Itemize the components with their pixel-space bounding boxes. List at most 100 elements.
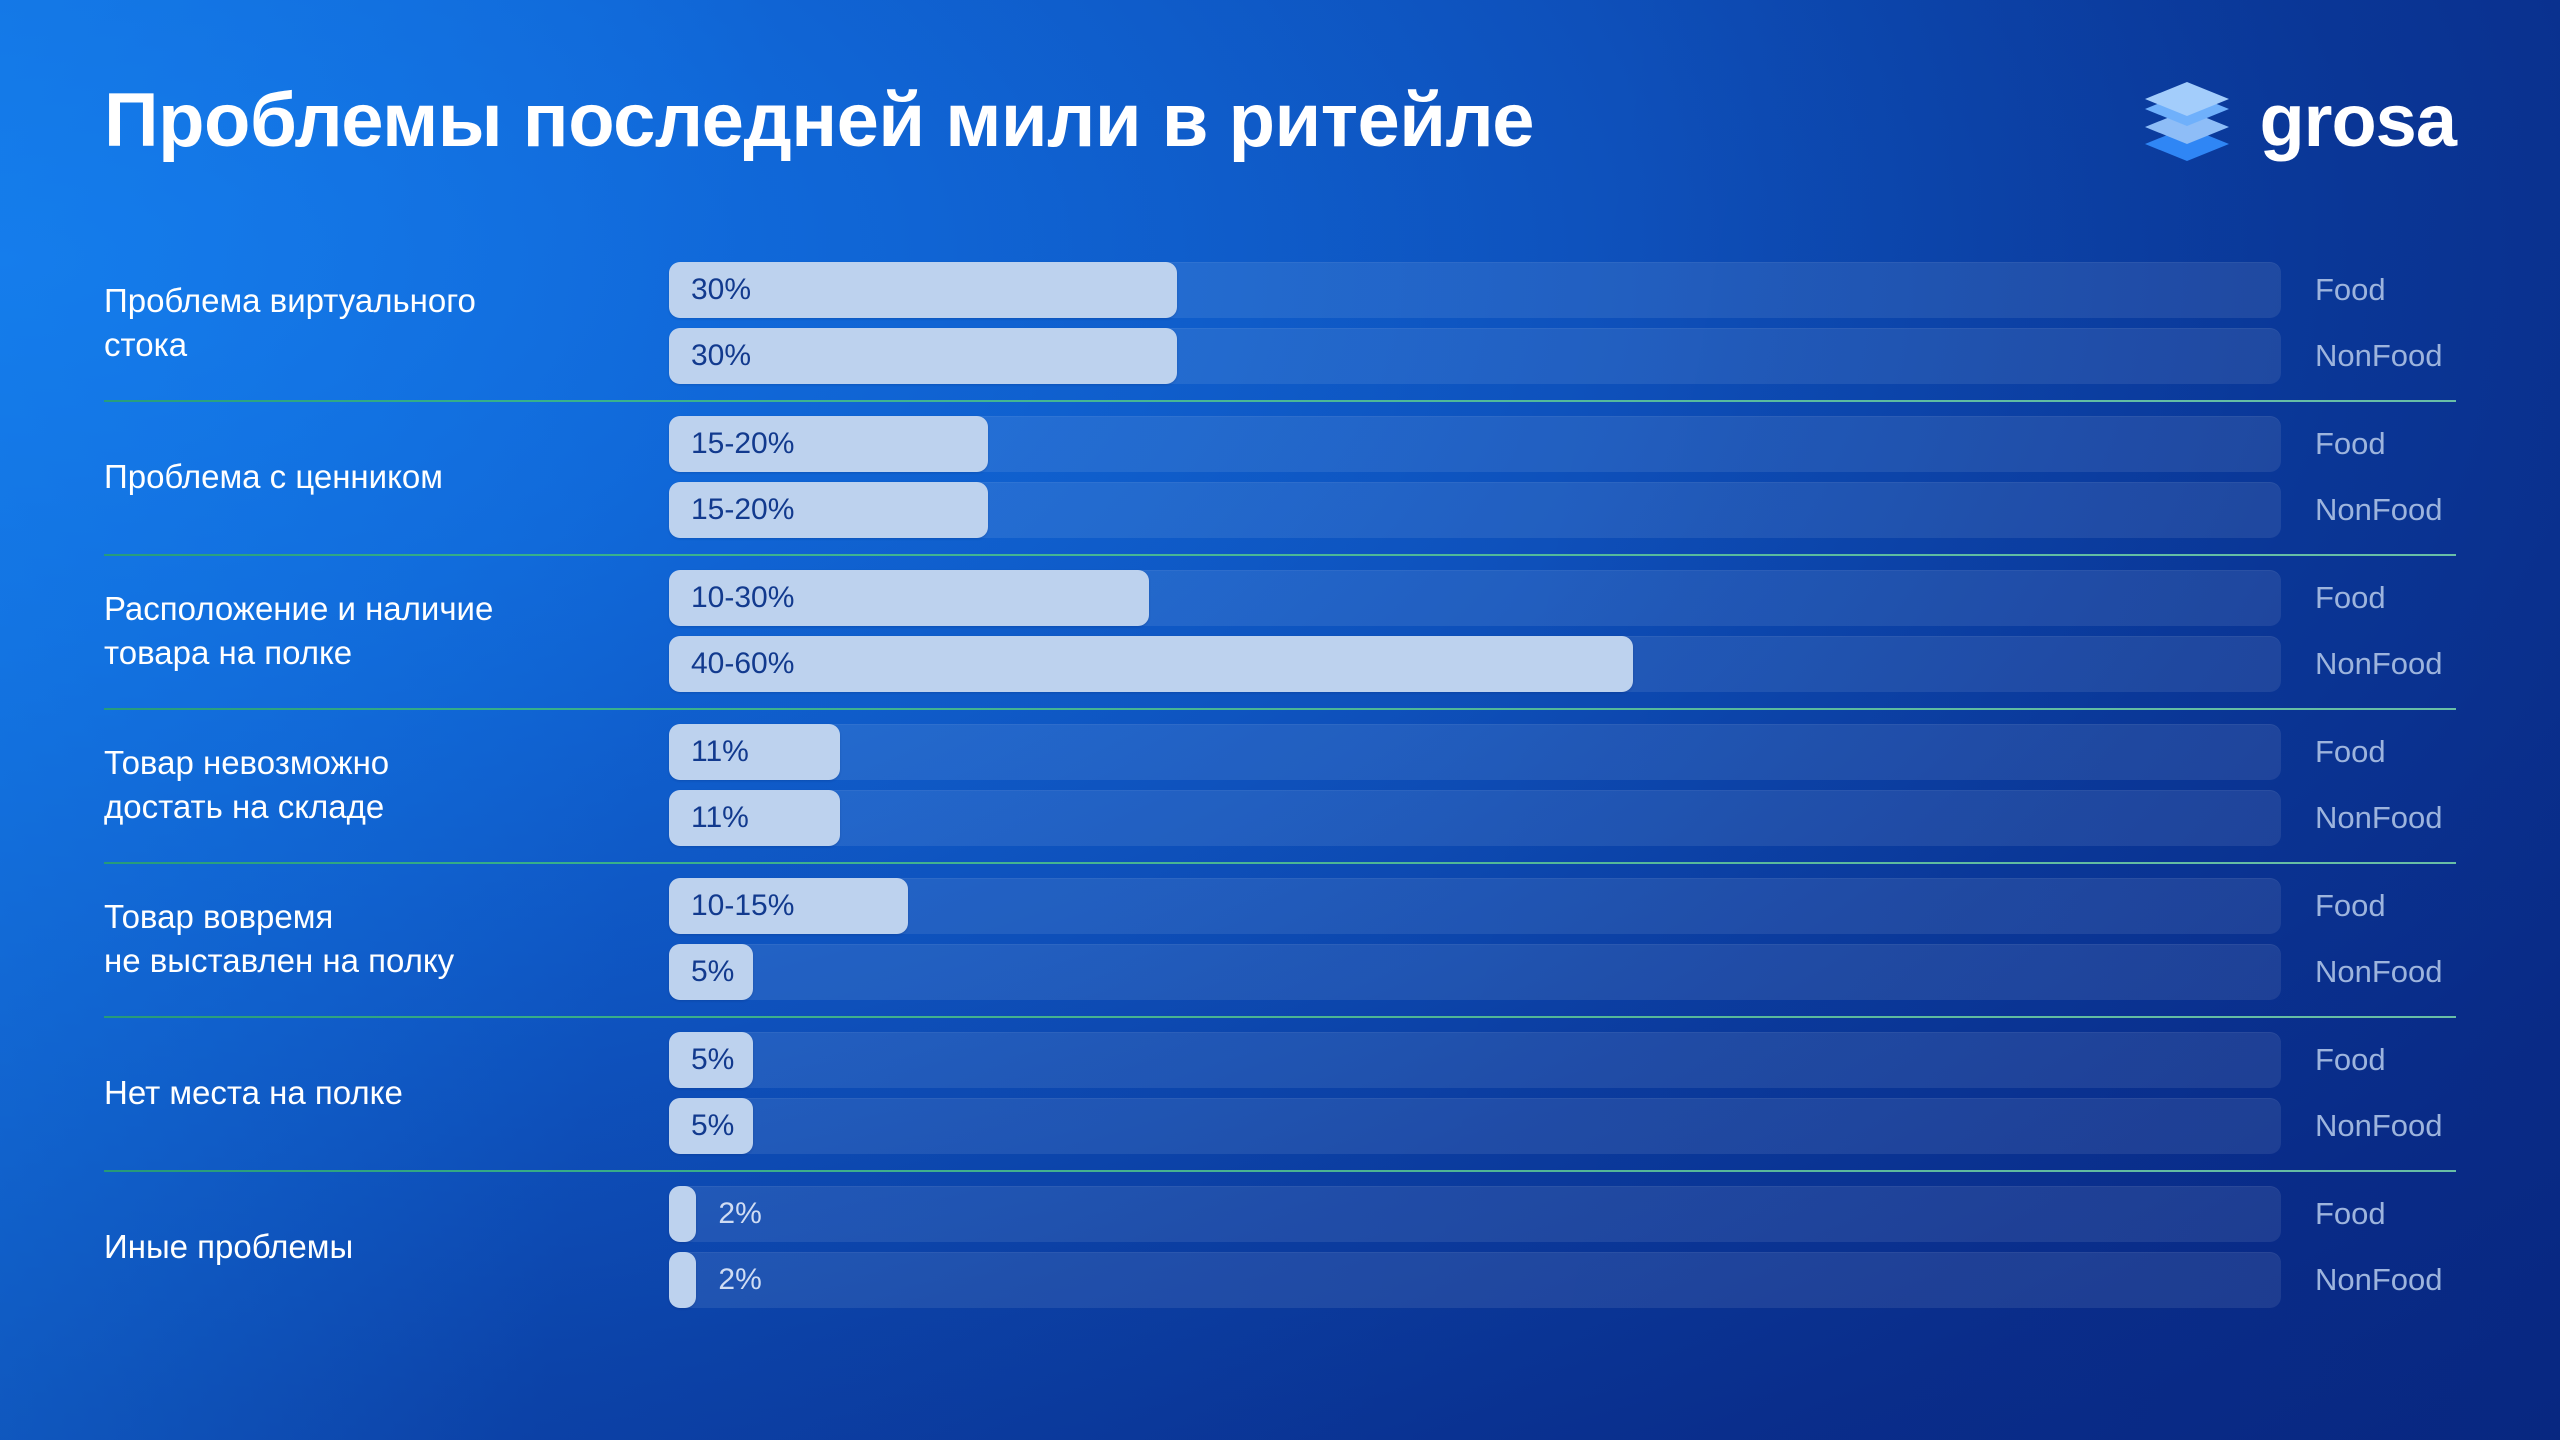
bar-value-label: 5% bbox=[691, 1109, 735, 1142]
bar-pair: 15-20% Food 15-20% NonFood bbox=[669, 416, 2456, 538]
bar-track: 5% bbox=[669, 1098, 2281, 1154]
group-divider bbox=[104, 708, 2456, 710]
bar-fill: 30% bbox=[669, 328, 1177, 384]
category-group: Проблема виртуального стока 30% Food 30% NonF… bbox=[104, 248, 2456, 400]
bar-value-label: 2% bbox=[718, 1197, 762, 1230]
category-group: Нет места на полке 5% Food 5% NonFood bbox=[104, 1016, 2456, 1170]
bar-value-label: 11% bbox=[691, 735, 749, 768]
bar-track: 10-15% bbox=[669, 878, 2281, 934]
bar-row-food: 30% Food bbox=[669, 262, 2456, 318]
category-label: Проблема с ценником bbox=[104, 458, 443, 496]
series-label-nonfood: NonFood bbox=[2315, 338, 2443, 373]
bar-fill: 11% bbox=[669, 790, 840, 846]
bar-row-food: 10-30% Food bbox=[669, 570, 2456, 626]
bar-track: 5% bbox=[669, 1032, 2281, 1088]
brand-logo: grosa bbox=[2141, 78, 2457, 164]
page-title: Проблемы последней мили в ритейле bbox=[104, 78, 1535, 164]
bar-row-nonfood: 5% NonFood bbox=[669, 944, 2456, 1000]
bar-value-label: 11% bbox=[691, 801, 749, 834]
bar-value-label: 10-15% bbox=[691, 889, 795, 922]
category-label: Проблема виртуального стока bbox=[104, 282, 476, 363]
category-group: Иные проблемы 2% Food 2% NonFood bbox=[104, 1170, 2456, 1324]
bar-pair: 5% Food 5% NonFood bbox=[669, 1032, 2456, 1154]
bar-fill: 11% bbox=[669, 724, 840, 780]
bar-row-nonfood: 15-20% NonFood bbox=[669, 482, 2456, 538]
poster-header: Проблемы последней мили в ритейле grosa bbox=[104, 56, 2457, 186]
bar-value-label: 30% bbox=[691, 339, 752, 372]
bar-row-nonfood: 11% NonFood bbox=[669, 790, 2456, 846]
series-label-food: Food bbox=[2315, 888, 2386, 923]
bar-fill: 10-30% bbox=[669, 570, 1150, 626]
bar-value-label: 15-20% bbox=[691, 493, 795, 526]
bar-track: 30% bbox=[669, 262, 2281, 318]
bar-chart: Проблема виртуального стока 30% Food 30% NonF… bbox=[104, 248, 2456, 1324]
bar-row-food: 10-15% Food bbox=[669, 878, 2456, 934]
series-label-nonfood: NonFood bbox=[2315, 1108, 2443, 1143]
bar-fill: 5% bbox=[669, 1098, 753, 1154]
series-label-nonfood: NonFood bbox=[2315, 1262, 2443, 1297]
bar-value-label: 10-30% bbox=[691, 581, 795, 614]
brand-name: grosa bbox=[2259, 79, 2457, 162]
bar-value-label: 2% bbox=[718, 1263, 762, 1296]
series-label-food: Food bbox=[2315, 734, 2386, 769]
category-label: Товар вовремя не выставлен на полку bbox=[104, 898, 455, 979]
bar-track: 5% bbox=[669, 944, 2281, 1000]
bar-fill: 15-20% bbox=[669, 416, 989, 472]
bar-row-food: 2% Food bbox=[669, 1186, 2456, 1242]
bar-value-label: 5% bbox=[691, 955, 735, 988]
series-label-food: Food bbox=[2315, 272, 2386, 307]
category-group: Товар вовремя не выставлен на полку 10-15%… bbox=[104, 862, 2456, 1016]
bar-track: 10-30% bbox=[669, 570, 2281, 626]
category-label: Товар невозможно достать на складе bbox=[104, 744, 390, 825]
series-label-food: Food bbox=[2315, 1196, 2386, 1231]
series-label-food: Food bbox=[2315, 426, 2386, 461]
bar-fill: 40-60% bbox=[669, 636, 1633, 692]
bar-value-label: 15-20% bbox=[691, 427, 795, 460]
group-divider bbox=[104, 1016, 2456, 1018]
bar-row-food: 11% Food bbox=[669, 724, 2456, 780]
series-label-nonfood: NonFood bbox=[2315, 646, 2443, 681]
series-label-food: Food bbox=[2315, 580, 2386, 615]
bar-row-nonfood: 30% NonFood bbox=[669, 328, 2456, 384]
bar-fill: 30% bbox=[669, 262, 1177, 318]
bar-track: 15-20% bbox=[669, 416, 2281, 472]
bar-fill: 10-15% bbox=[669, 878, 908, 934]
series-label-nonfood: NonFood bbox=[2315, 492, 2443, 527]
group-divider bbox=[104, 1170, 2456, 1172]
bar-track: 2% bbox=[669, 1186, 2281, 1242]
bar-row-nonfood: 2% NonFood bbox=[669, 1252, 2456, 1308]
bar-track: 30% bbox=[669, 328, 2281, 384]
bar-pair: 10-30% Food 40-60% NonFood bbox=[669, 570, 2456, 692]
group-divider bbox=[104, 400, 2456, 402]
bar-track: 11% bbox=[669, 724, 2281, 780]
bar-row-food: 15-20% Food bbox=[669, 416, 2456, 472]
category-label: Иные проблемы bbox=[104, 1228, 354, 1266]
bar-row-nonfood: 40-60% NonFood bbox=[669, 636, 2456, 692]
bar-fill bbox=[669, 1186, 697, 1242]
series-label-nonfood: NonFood bbox=[2315, 954, 2443, 989]
bar-pair: 2% Food 2% NonFood bbox=[669, 1186, 2456, 1308]
bar-value-label: 30% bbox=[691, 273, 752, 306]
bar-fill bbox=[669, 1252, 697, 1308]
bar-track: 11% bbox=[669, 790, 2281, 846]
bar-row-food: 5% Food bbox=[669, 1032, 2456, 1088]
category-label: Нет места на полке bbox=[104, 1074, 403, 1112]
bar-track: 40-60% bbox=[669, 636, 2281, 692]
bar-value-label: 40-60% bbox=[691, 647, 795, 680]
bar-fill: 15-20% bbox=[669, 482, 989, 538]
bar-row-nonfood: 5% NonFood bbox=[669, 1098, 2456, 1154]
category-group: Расположение и наличие товара на полке 10-… bbox=[104, 554, 2456, 708]
group-divider bbox=[104, 862, 2456, 864]
series-label-nonfood: NonFood bbox=[2315, 800, 2443, 835]
bar-pair: 11% Food 11% NonFood bbox=[669, 724, 2456, 846]
bar-pair: 30% Food 30% NonFood bbox=[669, 262, 2456, 384]
category-label: Расположение и наличие товара на полке bbox=[104, 590, 494, 671]
group-divider bbox=[104, 554, 2456, 556]
bar-pair: 10-15% Food 5% NonFood bbox=[669, 878, 2456, 1000]
series-label-food: Food bbox=[2315, 1042, 2386, 1077]
bar-track: 15-20% bbox=[669, 482, 2281, 538]
bar-fill: 5% bbox=[669, 944, 753, 1000]
category-group: Проблема с ценником 15-20% Food 15-20% NonFo… bbox=[104, 400, 2456, 554]
bar-track: 2% bbox=[669, 1252, 2281, 1308]
